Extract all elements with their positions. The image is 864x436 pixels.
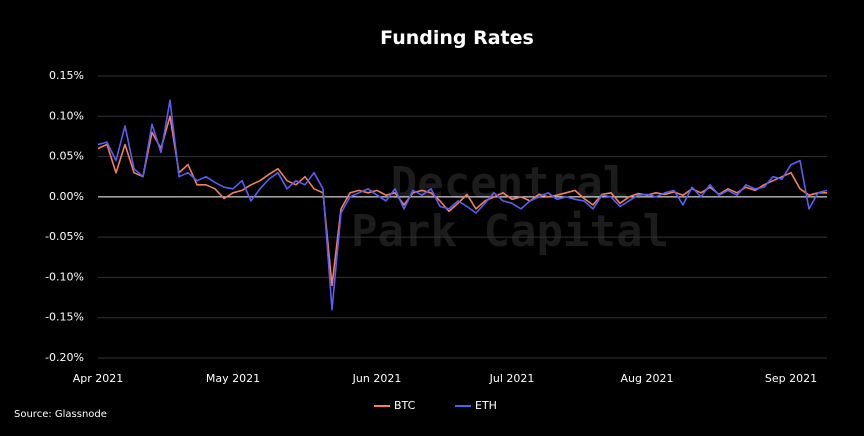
y-tick-label: -0.20%: [45, 351, 84, 364]
chart-title: Funding Rates: [380, 27, 534, 49]
line-series: [97, 99, 828, 311]
y-tick-label: -0.10%: [45, 270, 84, 283]
source: Source: Glassnode: [14, 409, 107, 420]
y-tick-label: -0.05%: [45, 230, 84, 243]
x-tick-label: Aug 2021: [621, 372, 674, 385]
x-tick-label: Jun 2021: [352, 372, 402, 385]
x-tick-label: Jul 2021: [489, 372, 535, 385]
legend-label: BTC: [394, 399, 416, 412]
y-tick-label: 0.15%: [49, 69, 84, 82]
legend-label: ETH: [475, 399, 497, 412]
y-tick-label: 0.05%: [49, 150, 84, 163]
x-tick-label: Apr 2021: [73, 372, 124, 385]
x-tick-label: Sep 2021: [765, 372, 817, 385]
x-tick-label: May 2021: [206, 372, 260, 385]
y-tick-label: -0.15%: [45, 311, 84, 324]
y-tick-label: 0.10%: [49, 109, 84, 122]
y-tick-label: 0.00%: [49, 190, 84, 203]
watermark: Park Capital: [351, 206, 669, 257]
watermark: Decentral: [391, 158, 629, 209]
